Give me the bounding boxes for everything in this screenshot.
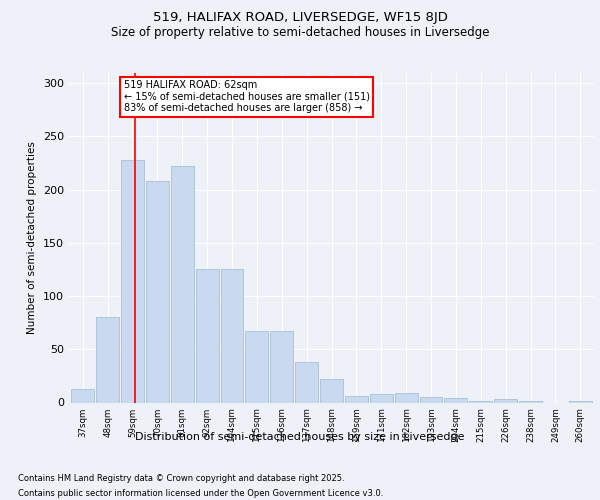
Bar <box>171 166 194 402</box>
Bar <box>295 362 318 403</box>
Bar <box>370 394 393 402</box>
Bar <box>445 398 467 402</box>
Bar <box>345 396 368 402</box>
Bar <box>320 379 343 402</box>
Bar <box>245 331 268 402</box>
Bar <box>121 160 144 402</box>
Text: 519, HALIFAX ROAD, LIVERSEDGE, WF15 8JD: 519, HALIFAX ROAD, LIVERSEDGE, WF15 8JD <box>152 11 448 24</box>
Bar <box>221 270 244 402</box>
Bar <box>71 388 94 402</box>
Bar <box>270 331 293 402</box>
Bar <box>146 181 169 402</box>
Bar <box>196 270 218 402</box>
Text: Distribution of semi-detached houses by size in Liversedge: Distribution of semi-detached houses by … <box>135 432 465 442</box>
Text: Contains HM Land Registry data © Crown copyright and database right 2025.: Contains HM Land Registry data © Crown c… <box>18 474 344 483</box>
Bar <box>419 397 442 402</box>
Bar <box>96 318 119 402</box>
Bar <box>494 400 517 402</box>
Text: Contains public sector information licensed under the Open Government Licence v3: Contains public sector information licen… <box>18 489 383 498</box>
Bar <box>395 393 418 402</box>
Text: Size of property relative to semi-detached houses in Liversedge: Size of property relative to semi-detach… <box>111 26 489 39</box>
Y-axis label: Number of semi-detached properties: Number of semi-detached properties <box>28 141 37 334</box>
Text: 519 HALIFAX ROAD: 62sqm
← 15% of semi-detached houses are smaller (151)
83% of s: 519 HALIFAX ROAD: 62sqm ← 15% of semi-de… <box>124 80 370 113</box>
